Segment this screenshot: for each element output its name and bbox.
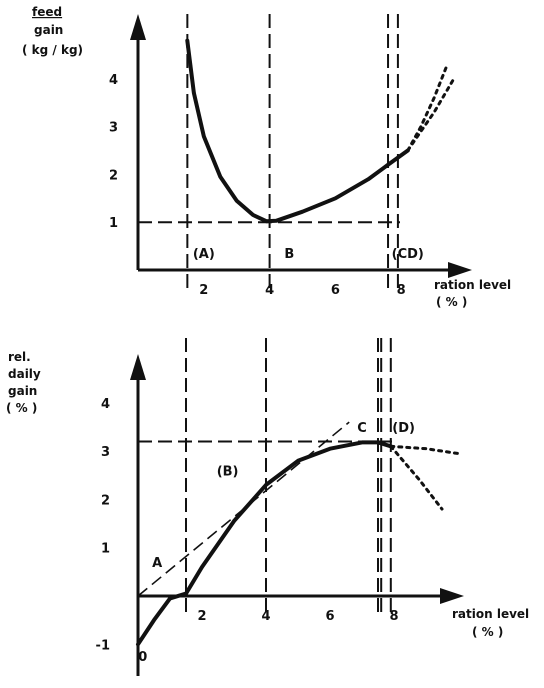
x-tick-label: 8 [389,609,398,624]
series-line-solid [185,38,410,224]
reference-lines [138,338,393,612]
y-tick-label: -1 [96,638,110,653]
annotation-label: (D) [392,421,415,436]
x-tick-label: 6 [325,609,334,624]
annotation-labels: 0 A (B) C (D) [138,421,415,665]
tick-labels: 2 4 6 8 1 2 3 4 [109,73,406,298]
series-line-dotted [389,444,444,511]
x-axis-arrow [448,262,472,278]
x-tick-label: 4 [261,609,270,624]
series-line-dashed [137,421,350,597]
y-axis-label-line-4: ( % ) [6,401,37,415]
zone-labels: (A) B (CD) [193,247,424,262]
series-group [185,38,456,224]
y-axis-label-line-1: rel. [8,350,31,364]
annotation-label: A [152,556,162,571]
x-tick-label: 4 [265,283,274,298]
annotation-label: 0 [138,650,147,665]
series-line-dotted [389,444,460,455]
y-tick-label: 1 [101,542,110,557]
y-axis-arrow [130,14,146,40]
x-axis-arrow [440,588,464,604]
relative-daily-gain-chart: rel. daily gain ( % ) ration level ( % )… [6,338,529,676]
y-axis-label-line-3: gain [8,384,37,398]
series-group [136,421,460,647]
reference-lines [138,14,400,290]
zone-label: (A) [193,247,215,262]
y-tick-label: 1 [109,216,118,231]
x-tick-label: 2 [199,283,208,298]
y-tick-label: 4 [101,397,110,412]
series-line-dotted [406,63,449,152]
y-axis-label-line-2: daily [8,367,41,381]
annotation-label: (B) [217,464,239,479]
y-tick-label: 2 [101,493,110,508]
y-tick-label: 2 [109,168,118,183]
y-tick-label: 4 [109,73,118,88]
y-tick-label: 3 [101,445,110,460]
y-axis-label-line-1: feed [32,5,62,19]
zone-label: B [284,247,294,262]
y-tick-label: 3 [109,121,118,136]
zone-label: (CD) [392,247,424,262]
y-axis-label-line-2: gain [34,23,63,37]
feed-gain-chart: feed gain ( kg / kg) ration level ( % ) … [22,5,511,309]
tick-labels: 2 4 6 8 -1 1 2 3 4 [96,397,399,654]
x-axis-label-line-2: ( % ) [436,295,467,309]
y-axis-arrow [130,354,146,380]
x-tick-label: 2 [197,609,206,624]
x-axis-label-line-1: ration level [434,278,511,292]
annotation-label: C [357,421,367,436]
x-tick-label: 8 [397,283,406,298]
series-line-dotted [406,77,456,152]
y-axis-label-line-3: ( kg / kg) [22,43,83,57]
x-axis-label-line-1: ration level [452,607,529,621]
x-tick-label: 6 [331,283,340,298]
x-axis-label-line-2: ( % ) [472,625,503,639]
